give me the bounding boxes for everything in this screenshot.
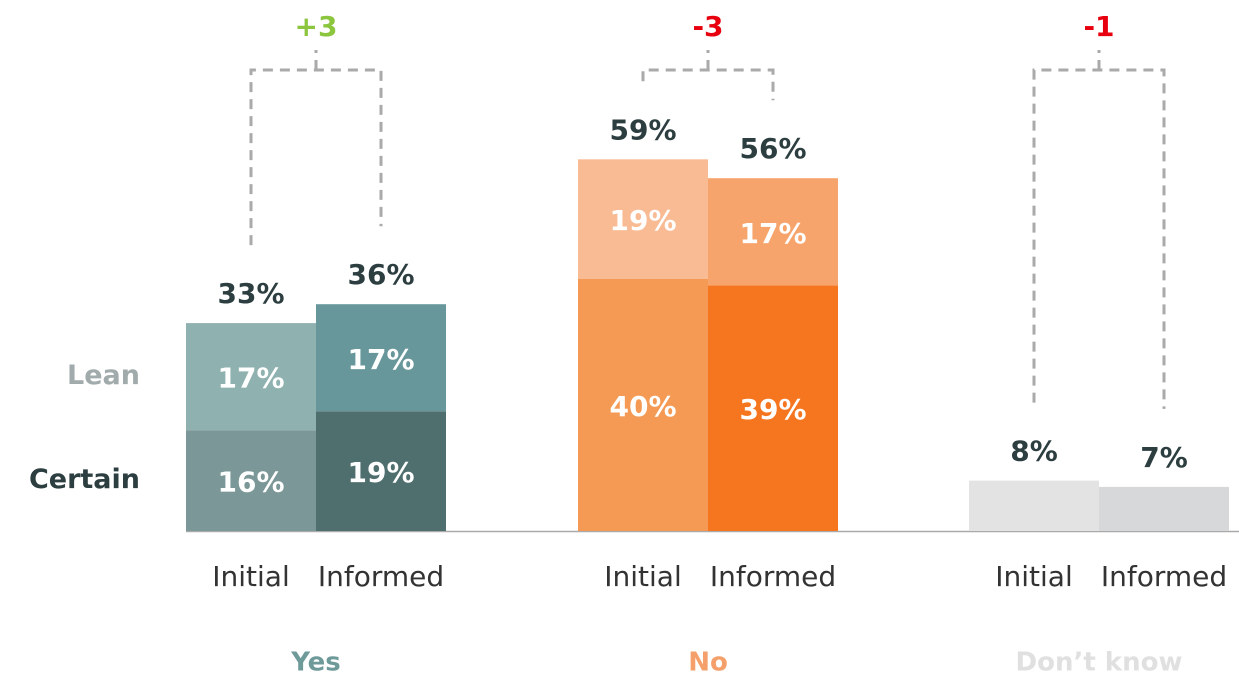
bar-label: Initial: [604, 560, 681, 593]
group-label: No: [688, 648, 728, 677]
segment-label: 39%: [739, 393, 806, 426]
bar-segment: [578, 159, 708, 279]
bar-label: Informed: [1101, 560, 1227, 593]
total-label: 36%: [347, 258, 414, 291]
bar-segment: [186, 323, 316, 431]
bar-segment: [186, 430, 316, 531]
segment-label: 17%: [347, 343, 414, 376]
bar-segment: [708, 178, 838, 286]
segment-label: 19%: [347, 456, 414, 489]
group-label: Don’t know: [1016, 648, 1183, 677]
bar-label: Initial: [995, 560, 1072, 593]
bar-segment: [316, 411, 446, 531]
group-label: Yes: [290, 648, 341, 677]
segment-label: 40%: [609, 390, 676, 423]
change-label: -3: [692, 10, 723, 43]
legend-label: Lean: [67, 360, 140, 391]
total-label: 33%: [217, 277, 284, 310]
segment-label: 17%: [217, 362, 284, 395]
total-label: 56%: [739, 132, 806, 165]
bar-label: Informed: [318, 560, 444, 593]
total-label: 59%: [609, 113, 676, 146]
bar-segment: [1099, 486, 1229, 531]
change-label: +3: [295, 10, 338, 43]
bar-label: Informed: [710, 560, 836, 593]
change-bracket: [1032, 68, 1166, 409]
change-label: -1: [1083, 10, 1114, 43]
total-label: 8%: [1010, 435, 1058, 468]
segment-label: 16%: [217, 466, 284, 499]
segment-label: 19%: [609, 204, 676, 237]
bar-segment: [708, 285, 838, 531]
bar-segment: [969, 480, 1099, 531]
change-bracket: [641, 68, 775, 101]
legend-label: Certain: [29, 464, 140, 495]
bar-label: Initial: [212, 560, 289, 593]
total-label: 7%: [1140, 441, 1188, 474]
bar-segment: [578, 279, 708, 531]
change-bracket: [249, 68, 383, 246]
bar-segment: [316, 304, 446, 412]
segment-label: 17%: [739, 217, 806, 250]
